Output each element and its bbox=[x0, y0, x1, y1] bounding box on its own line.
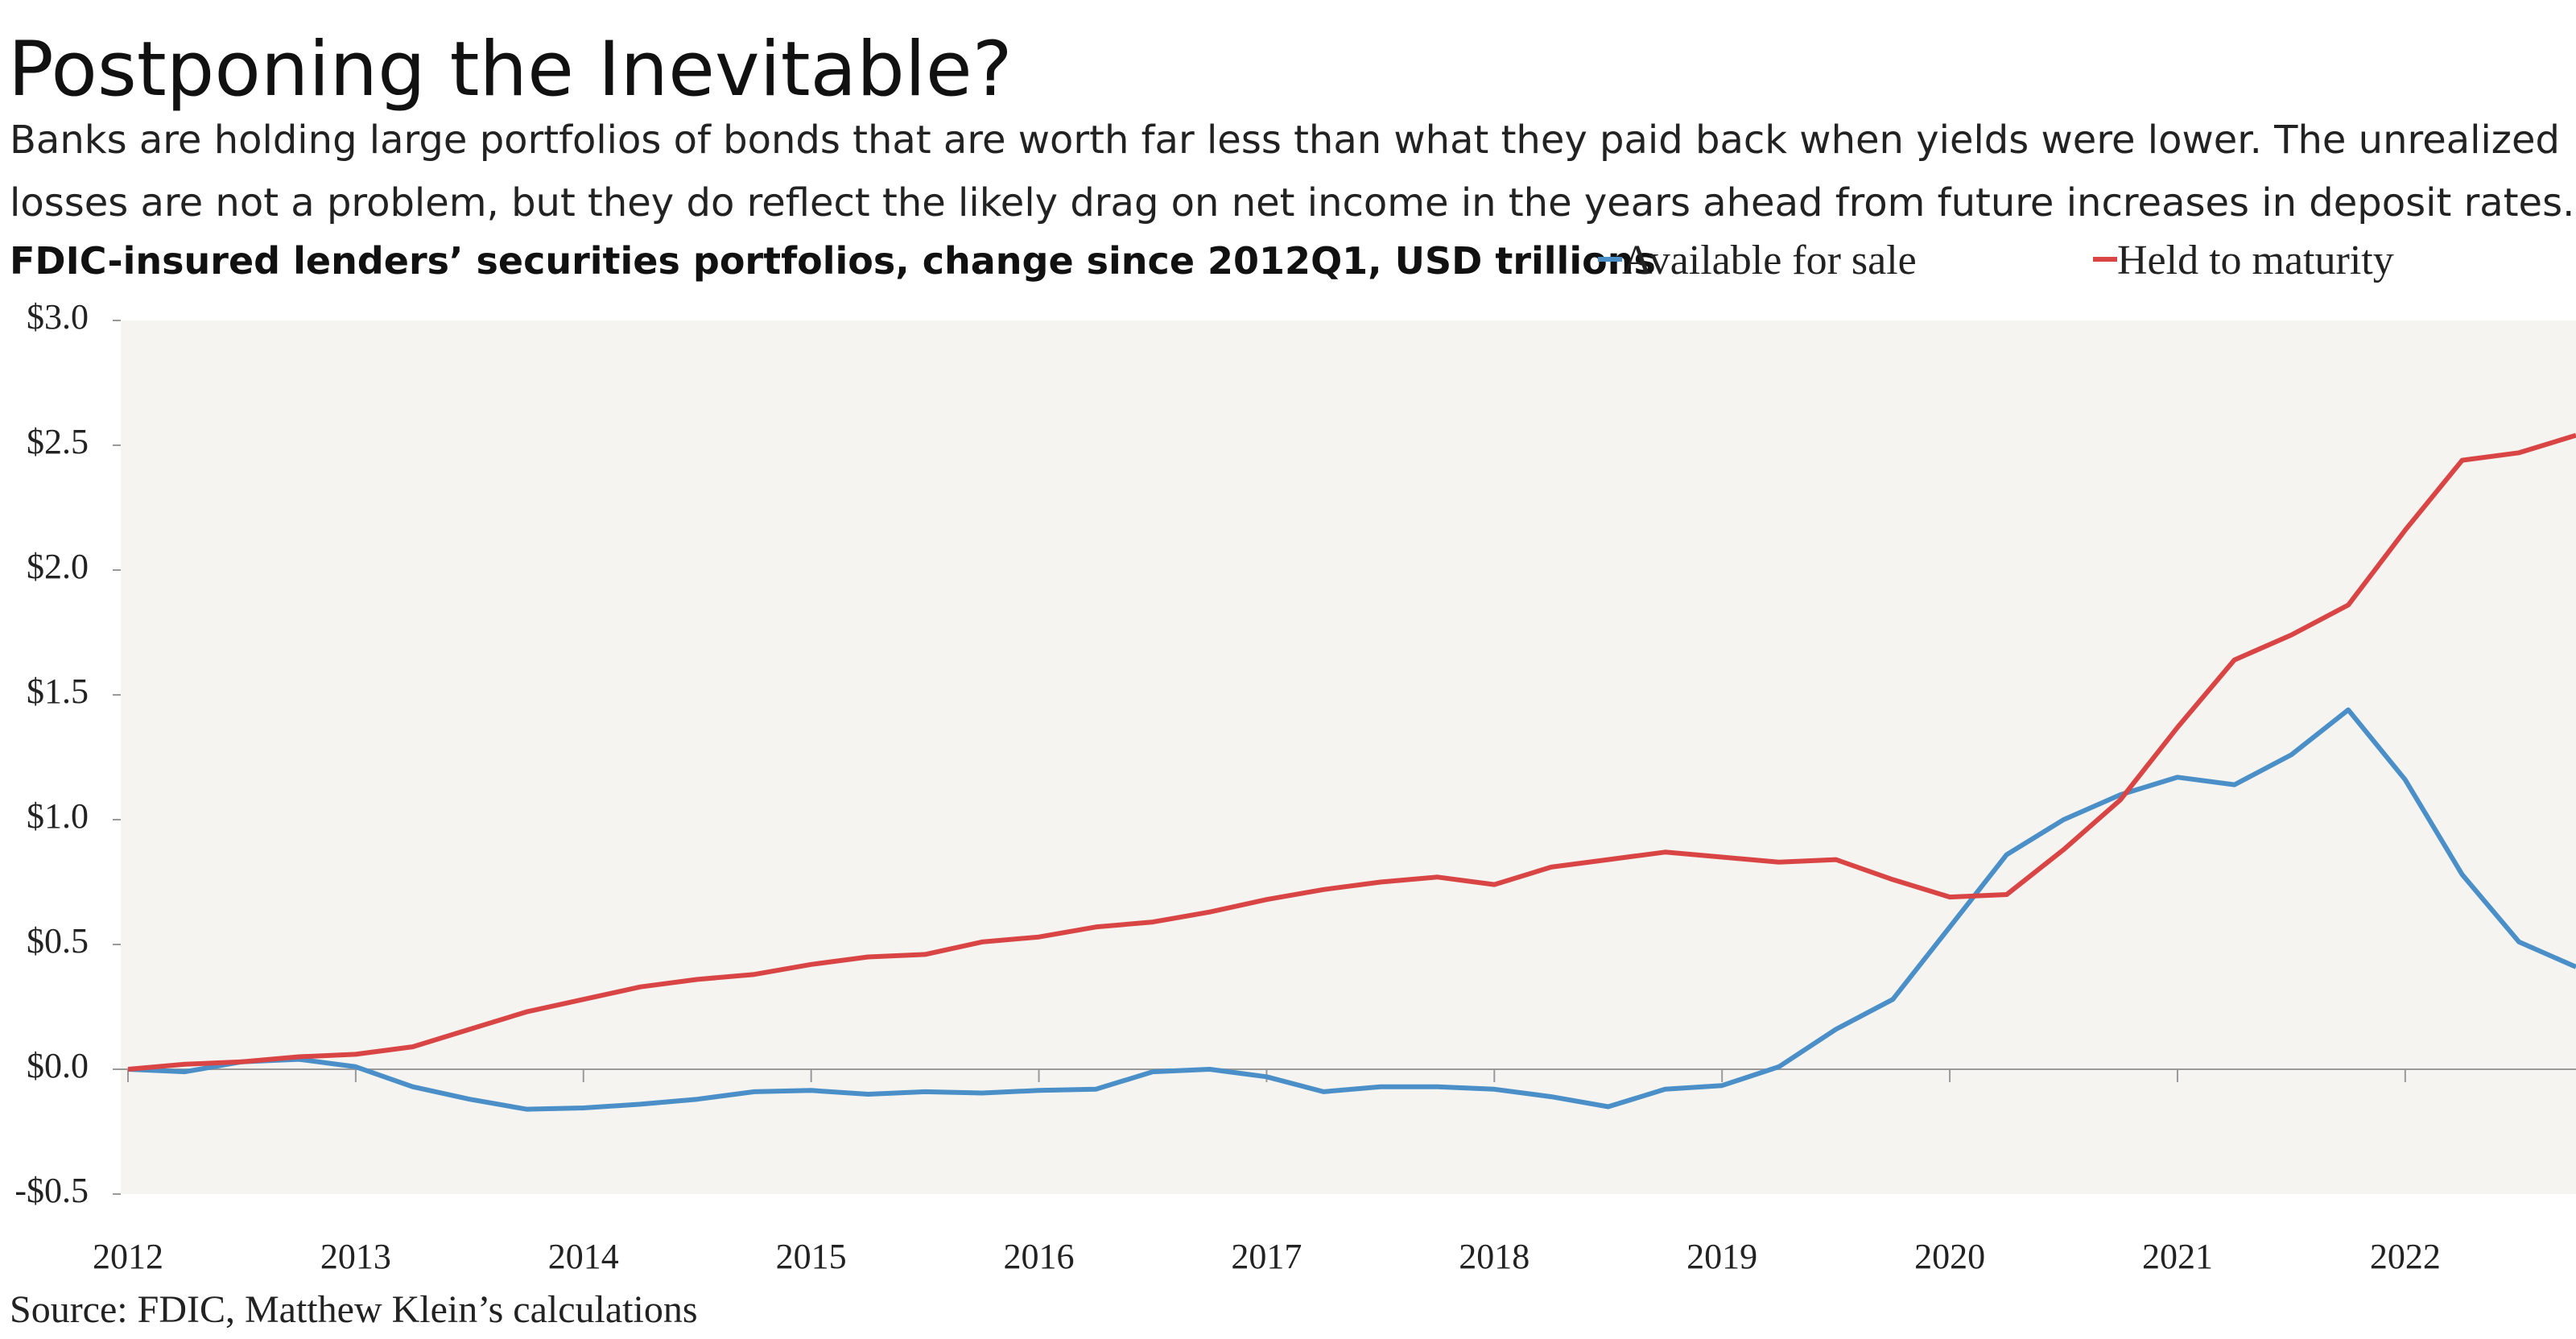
x-tick-label: 2012 bbox=[93, 1237, 163, 1276]
x-tick-label: 2013 bbox=[320, 1237, 391, 1276]
y-tick-label: $0.0 bbox=[27, 1046, 89, 1085]
source: Source: FDIC, Matthew Klein’s calculatio… bbox=[10, 1288, 698, 1331]
x-tick-label: 2017 bbox=[1231, 1237, 1302, 1276]
y-tick-label: -$0.5 bbox=[14, 1171, 89, 1210]
x-tick-label: 2015 bbox=[776, 1237, 847, 1276]
legend-label: Held to maturity bbox=[2117, 238, 2394, 283]
subtitle: Banks are holding large portfolios of bo… bbox=[10, 118, 2560, 163]
x-tick-label: 2018 bbox=[1459, 1237, 1530, 1276]
series-line bbox=[127, 707, 2576, 1112]
y-tick-label: $2.0 bbox=[27, 547, 89, 586]
y-tick-label: $1.5 bbox=[27, 672, 89, 711]
x-tick-label: 2016 bbox=[1004, 1237, 1075, 1276]
y-tick-label: $2.5 bbox=[27, 422, 89, 461]
series-line bbox=[127, 432, 2576, 1072]
x-tick-label: 2021 bbox=[2142, 1237, 2213, 1276]
x-tick-label: 2022 bbox=[2370, 1237, 2441, 1276]
chart-title: Postponing the Inevitable? bbox=[8, 26, 1013, 114]
y-tick-label: $1.0 bbox=[27, 796, 89, 836]
axis-label: FDIC-insured lenders’ securities portfol… bbox=[10, 239, 1656, 283]
plot-area bbox=[121, 320, 2576, 1194]
legend-label: Available for sale bbox=[1622, 238, 1917, 283]
x-tick-label: 2014 bbox=[548, 1237, 619, 1276]
y-tick-label: $3.0 bbox=[27, 297, 89, 337]
y-tick-label: $0.5 bbox=[27, 921, 89, 961]
subtitle: losses are not a problem, but they do re… bbox=[10, 180, 2574, 225]
x-tick-label: 2019 bbox=[1686, 1237, 1757, 1276]
x-tick-label: 2020 bbox=[1914, 1237, 1985, 1276]
